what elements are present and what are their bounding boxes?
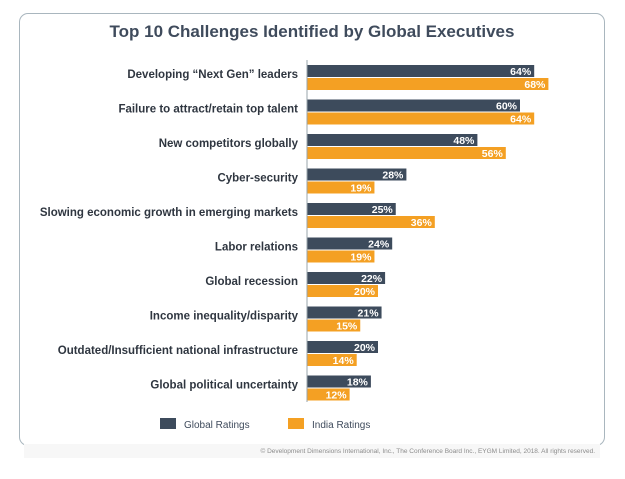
data-label: 21% bbox=[358, 308, 380, 320]
category-label: New competitors globally bbox=[159, 138, 299, 150]
global-bar bbox=[307, 65, 535, 77]
global-bar bbox=[307, 134, 478, 146]
india-bar bbox=[307, 216, 435, 228]
india-bar bbox=[307, 388, 350, 401]
data-label: 56% bbox=[482, 148, 504, 160]
global-bar bbox=[307, 375, 371, 388]
category-label: Cyber-security bbox=[217, 173, 298, 185]
category-label: Slowing economic growth in emerging mark… bbox=[40, 207, 298, 219]
data-label: 20% bbox=[354, 286, 376, 298]
legend-swatch-global bbox=[160, 418, 176, 429]
data-label: 19% bbox=[350, 252, 372, 264]
india-bar bbox=[307, 285, 378, 297]
data-label: 12% bbox=[326, 390, 348, 402]
global-bar bbox=[307, 203, 396, 215]
category-label: Outdated/Insufficient national infrastru… bbox=[58, 345, 298, 357]
global-bar bbox=[307, 99, 520, 112]
category-label: Global political uncertainty bbox=[150, 380, 298, 392]
india-bar bbox=[307, 354, 357, 366]
data-label: 48% bbox=[453, 135, 475, 147]
india-bar bbox=[307, 147, 506, 159]
data-label: 60% bbox=[496, 101, 518, 113]
data-label: 18% bbox=[347, 377, 369, 389]
category-label: Failure to attract/retain top talent bbox=[118, 104, 298, 116]
india-bar bbox=[307, 319, 361, 332]
footer-band bbox=[24, 444, 600, 458]
data-label: 14% bbox=[333, 355, 355, 367]
category-label: Developing “Next Gen” leaders bbox=[127, 69, 298, 81]
india-bar bbox=[307, 112, 535, 125]
data-label: 64% bbox=[510, 66, 532, 78]
data-label: 68% bbox=[524, 79, 546, 91]
legend-label: India Ratings bbox=[312, 420, 370, 431]
global-bar bbox=[307, 306, 382, 319]
copyright-footer: © Development Dimensions International, … bbox=[260, 448, 595, 455]
data-label: 20% bbox=[354, 342, 376, 354]
global-bar bbox=[307, 341, 378, 353]
legend-swatch-india bbox=[288, 418, 304, 429]
data-label: 28% bbox=[382, 170, 404, 182]
data-label: 22% bbox=[361, 273, 383, 285]
data-label: 19% bbox=[350, 183, 372, 195]
category-label: Global recession bbox=[205, 276, 298, 288]
data-label: 25% bbox=[372, 204, 394, 216]
data-label: 15% bbox=[336, 321, 358, 333]
data-label: 24% bbox=[368, 239, 390, 251]
india-bar bbox=[307, 181, 375, 194]
data-label: 64% bbox=[510, 114, 532, 126]
bars-group: Developing “Next Gen” leaders 64%68%Failu… bbox=[40, 65, 549, 402]
india-bar bbox=[307, 250, 375, 263]
india-bar bbox=[307, 78, 549, 90]
legend: Global Ratings India Ratings bbox=[160, 418, 370, 431]
category-label: Labor relations bbox=[215, 242, 298, 254]
category-label: Income inequality/disparity bbox=[150, 311, 299, 323]
global-bar bbox=[307, 272, 386, 284]
global-bar bbox=[307, 168, 407, 181]
global-bar bbox=[307, 237, 393, 250]
legend-label: Global Ratings bbox=[184, 420, 250, 431]
data-label: 36% bbox=[411, 217, 433, 229]
chart-title: Top 10 Challenges Identified by Global E… bbox=[109, 22, 515, 41]
